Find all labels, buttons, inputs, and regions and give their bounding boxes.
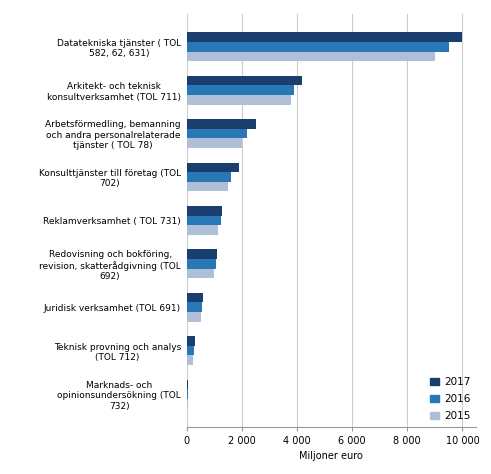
X-axis label: Miljoner euro: Miljoner euro <box>300 451 363 461</box>
Bar <box>187 95 292 104</box>
Bar <box>187 389 188 399</box>
Bar <box>187 32 463 42</box>
Bar <box>187 129 247 138</box>
Bar <box>187 269 214 278</box>
Bar <box>187 119 255 129</box>
Bar <box>187 337 195 346</box>
Bar <box>187 42 449 52</box>
Bar <box>187 225 218 235</box>
Bar <box>187 182 228 191</box>
Bar <box>187 216 221 225</box>
Bar <box>187 52 435 61</box>
Bar <box>187 293 203 302</box>
Bar <box>187 259 216 269</box>
Legend: 2017, 2016, 2015: 2017, 2016, 2015 <box>430 377 471 421</box>
Bar <box>187 163 239 172</box>
Bar <box>187 380 188 389</box>
Bar <box>187 138 242 148</box>
Bar <box>187 312 201 321</box>
Bar <box>187 172 231 182</box>
Bar <box>187 85 294 95</box>
Bar <box>187 399 188 409</box>
Bar <box>187 249 217 259</box>
Bar <box>187 302 202 312</box>
Bar <box>187 356 193 365</box>
Bar <box>187 206 222 216</box>
Bar <box>187 76 302 85</box>
Bar <box>187 346 194 356</box>
